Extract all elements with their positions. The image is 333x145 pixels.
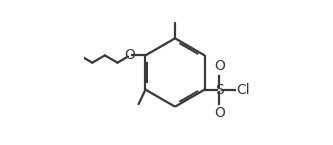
Text: S: S xyxy=(215,83,223,97)
Text: O: O xyxy=(214,59,225,73)
Text: O: O xyxy=(125,48,136,62)
Text: Cl: Cl xyxy=(236,83,250,97)
Text: O: O xyxy=(214,106,225,120)
